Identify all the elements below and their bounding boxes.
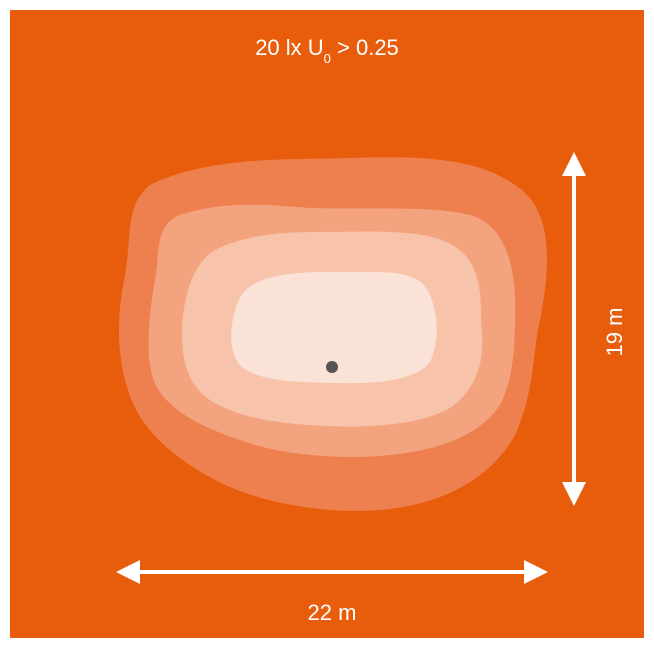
height-label: 19 m (602, 308, 627, 357)
height-dimension-arrow (562, 152, 586, 506)
lighting-diagram: 20 lx U0 > 0.25 19 m 22 m (10, 10, 644, 638)
title-subscript: 0 (324, 51, 331, 66)
title-condition: > 0.25 (331, 35, 399, 60)
title-value: 20 lx U (255, 35, 323, 60)
width-label: 22 m (308, 600, 357, 625)
title: 20 lx U0 > 0.25 (255, 35, 399, 66)
luminaire-point (326, 361, 338, 373)
illuminance-zone-inner (231, 271, 437, 384)
width-dimension-arrow (116, 560, 548, 584)
